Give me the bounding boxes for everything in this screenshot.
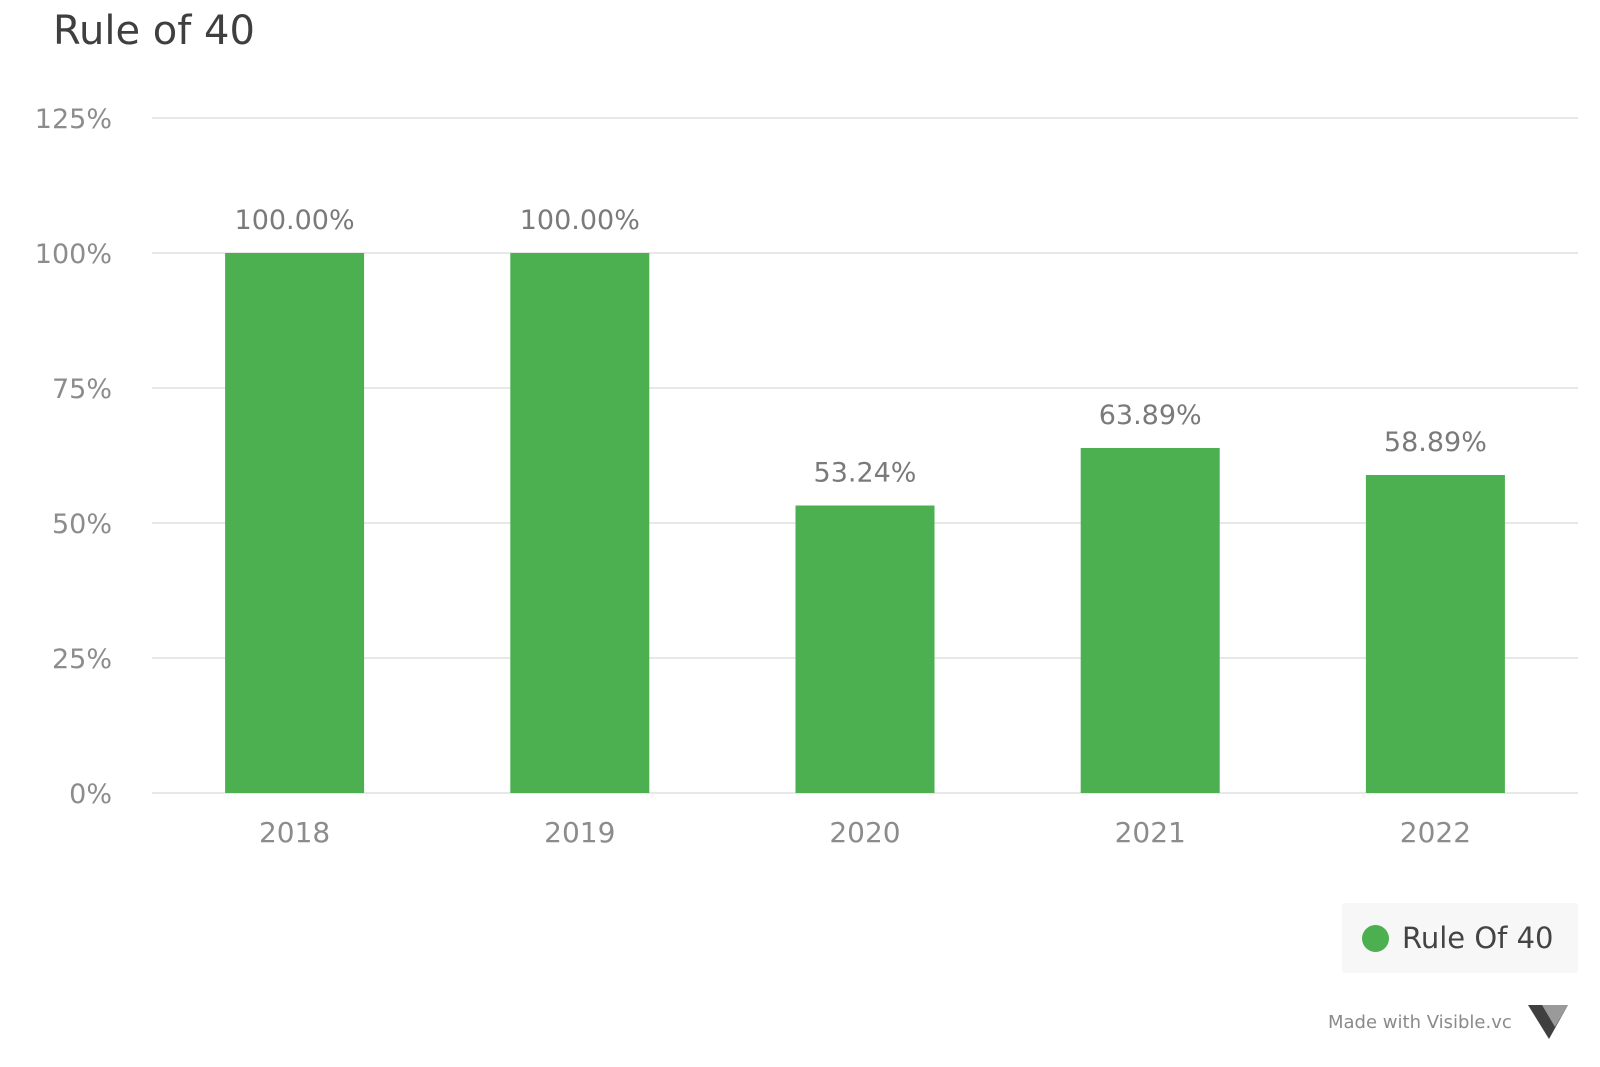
x-tick-label-2021: 2021: [1115, 816, 1186, 849]
bar-2020: [795, 505, 935, 793]
y-tick-label-100: 100%: [35, 239, 112, 270]
x-axis-tick-labels: 2018 2019 2020 2021 2022: [259, 816, 1471, 849]
visible-logo-icon: [1527, 1005, 1568, 1039]
legend-label-rule-of-40: Rule Of 40: [1402, 921, 1554, 955]
y-tick-label-75: 75%: [52, 374, 112, 405]
y-tick-label-50: 50%: [52, 509, 112, 540]
x-tick-label-2020: 2020: [829, 816, 900, 849]
y-tick-label-0: 0%: [69, 779, 112, 810]
bar-2018: [225, 253, 365, 793]
bars: [225, 253, 1505, 793]
data-labels: 100.00% 100.00% 53.24% 63.89% 58.89%: [235, 205, 1487, 489]
footer-credit[interactable]: Made with Visible.vc: [1328, 1005, 1568, 1039]
y-axis-tick-labels: 0% 25% 50% 75% 100% 125%: [35, 104, 112, 810]
bar-chart: 0% 25% 50% 75% 100% 125% 100.00% 100.00% 53.24%…: [35, 104, 1578, 849]
legend-swatch: [1362, 924, 1389, 952]
bar-2022: [1365, 474, 1505, 793]
x-tick-label-2019: 2019: [544, 816, 615, 849]
bar-2019: [510, 253, 650, 793]
data-label-2019: 100.00%: [520, 205, 640, 236]
x-tick-label-2018: 2018: [259, 816, 330, 849]
bar-2021: [1080, 447, 1220, 793]
legend[interactable]: Rule Of 40: [1342, 903, 1578, 973]
x-tick-label-2022: 2022: [1400, 816, 1471, 849]
data-label-2021: 63.89%: [1099, 400, 1202, 431]
data-label-2018: 100.00%: [235, 205, 355, 236]
chart-title: Rule of 40: [53, 8, 255, 54]
y-tick-label-125: 125%: [35, 104, 112, 135]
data-label-2020: 53.24%: [814, 458, 917, 489]
data-label-2022: 58.89%: [1384, 427, 1487, 458]
y-tick-label-25: 25%: [52, 644, 112, 675]
made-with-text: Made with Visible.vc: [1328, 1011, 1512, 1033]
